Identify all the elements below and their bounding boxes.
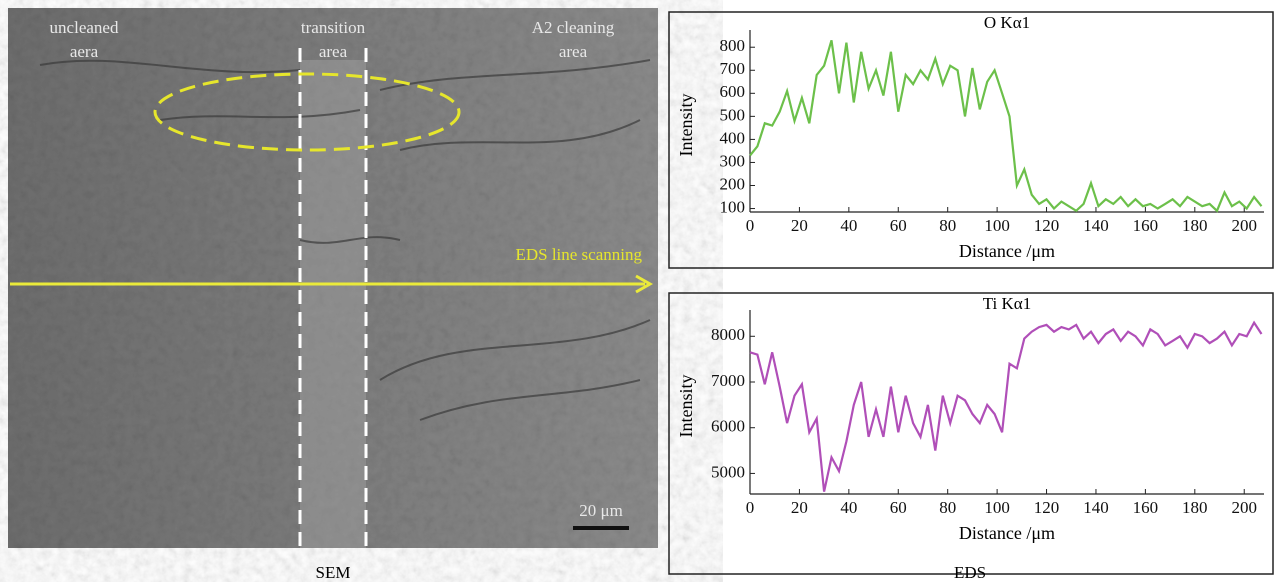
y-tick-label: 600 xyxy=(720,82,746,101)
x-tick-label: 120 xyxy=(1034,498,1060,517)
x-tick-label: 60 xyxy=(890,216,907,235)
chart-title: O Kα1 xyxy=(984,13,1030,32)
x-tick-label: 180 xyxy=(1182,498,1208,517)
x-tick-label: 100 xyxy=(984,498,1010,517)
y-tick-label: 100 xyxy=(720,197,746,216)
y-tick-label: 5000 xyxy=(711,462,745,481)
data-line xyxy=(750,323,1262,492)
x-axis-label: Distance /μm xyxy=(959,241,1055,261)
region-label: area xyxy=(559,42,588,61)
y-tick-label: 8000 xyxy=(711,325,745,344)
x-axis-label: Distance /μm xyxy=(959,523,1055,543)
y-tick-label: 6000 xyxy=(711,417,745,436)
data-line xyxy=(750,40,1262,211)
x-tick-label: 200 xyxy=(1231,216,1257,235)
y-tick-label: 500 xyxy=(720,105,746,124)
region-label: transition xyxy=(301,18,366,37)
x-tick-label: 140 xyxy=(1083,216,1109,235)
x-tick-label: 100 xyxy=(984,216,1010,235)
region-label: area xyxy=(319,42,348,61)
chart-title: Ti Kα1 xyxy=(983,294,1031,313)
y-tick-label: 800 xyxy=(720,36,746,55)
x-tick-label: 80 xyxy=(939,216,956,235)
x-tick-label: 20 xyxy=(791,216,808,235)
caption: EDS xyxy=(954,563,986,582)
sem-image: uncleaned aera transition area A2 cleani… xyxy=(8,8,658,548)
x-tick-label: 40 xyxy=(840,498,857,517)
y-axis-label: Intensity xyxy=(676,94,696,157)
y-tick-label: 300 xyxy=(720,151,746,170)
y-tick-label: 700 xyxy=(720,59,746,78)
scan-label: EDS line scanning xyxy=(515,245,642,264)
x-tick-label: 60 xyxy=(890,498,907,517)
x-tick-label: 200 xyxy=(1231,498,1257,517)
region-label: uncleaned xyxy=(50,18,119,37)
x-tick-label: 80 xyxy=(939,498,956,517)
x-tick-label: 40 xyxy=(840,216,857,235)
figure: uncleaned aera transition area A2 cleani… xyxy=(0,0,1281,582)
region-label: aera xyxy=(70,42,99,61)
caption: SEM xyxy=(316,563,351,582)
x-tick-label: 140 xyxy=(1083,498,1109,517)
x-tick-label: 180 xyxy=(1182,216,1208,235)
scale-bar-label: 20 μm xyxy=(579,501,623,520)
y-axis-label: Intensity xyxy=(676,375,696,438)
region-label: A2 cleaning xyxy=(532,18,615,37)
y-tick-label: 400 xyxy=(720,128,746,147)
x-tick-label: 0 xyxy=(746,498,755,517)
x-tick-label: 160 xyxy=(1133,498,1159,517)
x-tick-label: 20 xyxy=(791,498,808,517)
y-tick-label: 7000 xyxy=(711,371,745,390)
x-tick-label: 160 xyxy=(1133,216,1159,235)
x-tick-label: 120 xyxy=(1034,216,1060,235)
x-tick-label: 0 xyxy=(746,216,755,235)
y-tick-label: 200 xyxy=(720,174,746,193)
transition-band xyxy=(300,60,366,548)
